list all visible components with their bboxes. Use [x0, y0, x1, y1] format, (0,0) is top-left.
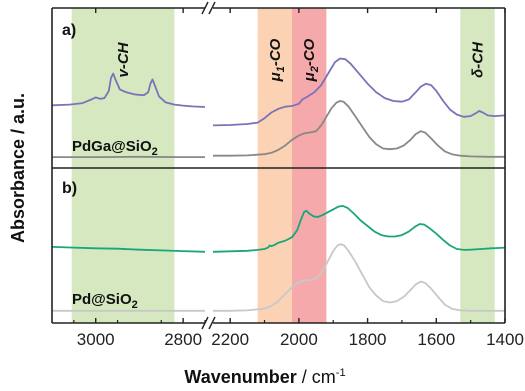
band-label-2: μ1-CO — [267, 38, 287, 82]
series-line-2-1-segment-1 — [51, 246, 206, 253]
series-line-1-2-segment-2 — [213, 100, 505, 158]
panel-label-2: b) — [62, 180, 77, 197]
x-tick-label: 2800 — [164, 330, 202, 349]
bands-layer — [71, 8, 495, 323]
y-axis-title: Absorbance / a.u. — [8, 93, 28, 243]
axis-break-mark-top-2 — [208, 1, 216, 15]
x-axis-unit: cm — [312, 367, 336, 387]
x-tick-label: 2000 — [280, 330, 318, 349]
x-ticks: 3000 2800 2200 2000 1800 1600 1400 — [73, 8, 524, 349]
series-line-2-2-segment-2 — [213, 243, 505, 312]
sample-label-1: PdGa@SiO2 — [72, 138, 158, 158]
x-tick-label: 1400 — [486, 330, 524, 349]
sample-label-2: Pd@SiO2 — [72, 291, 138, 311]
band-4 — [460, 8, 495, 323]
plot-frame — [51, 1, 506, 330]
x-tick-label: 2200 — [211, 330, 249, 349]
band-label-3: μ2-CO — [301, 38, 321, 82]
band-label-1: v-CH — [115, 41, 132, 77]
x-tick-label: 3000 — [77, 330, 115, 349]
x-tick-label: 1600 — [417, 330, 455, 349]
x-axis-unit-exponent: -1 — [336, 367, 346, 379]
series-line-1-1-segment-1 — [51, 72, 206, 108]
band-1 — [71, 8, 175, 323]
axis-break-mark-bottom-2 — [208, 316, 216, 330]
series-line-2-1-segment-2 — [212, 205, 506, 253]
series-layer — [51, 57, 506, 312]
band-2 — [257, 8, 293, 323]
x-tick-label: 1800 — [349, 330, 387, 349]
annotations: v-CH μ1-CO μ2-CO δ-CH a) PdGa@SiO2 b) Pd@SiO2 — [62, 22, 487, 311]
band-3 — [292, 8, 327, 323]
panel-label-1: a) — [62, 22, 76, 39]
axis-break-mark-top-1 — [201, 1, 209, 15]
series-line-1-1-segment-2 — [212, 57, 506, 127]
x-axis-title: Wavenumber / cm-1 — [184, 367, 345, 387]
band-label-4: δ-CH — [470, 41, 487, 78]
